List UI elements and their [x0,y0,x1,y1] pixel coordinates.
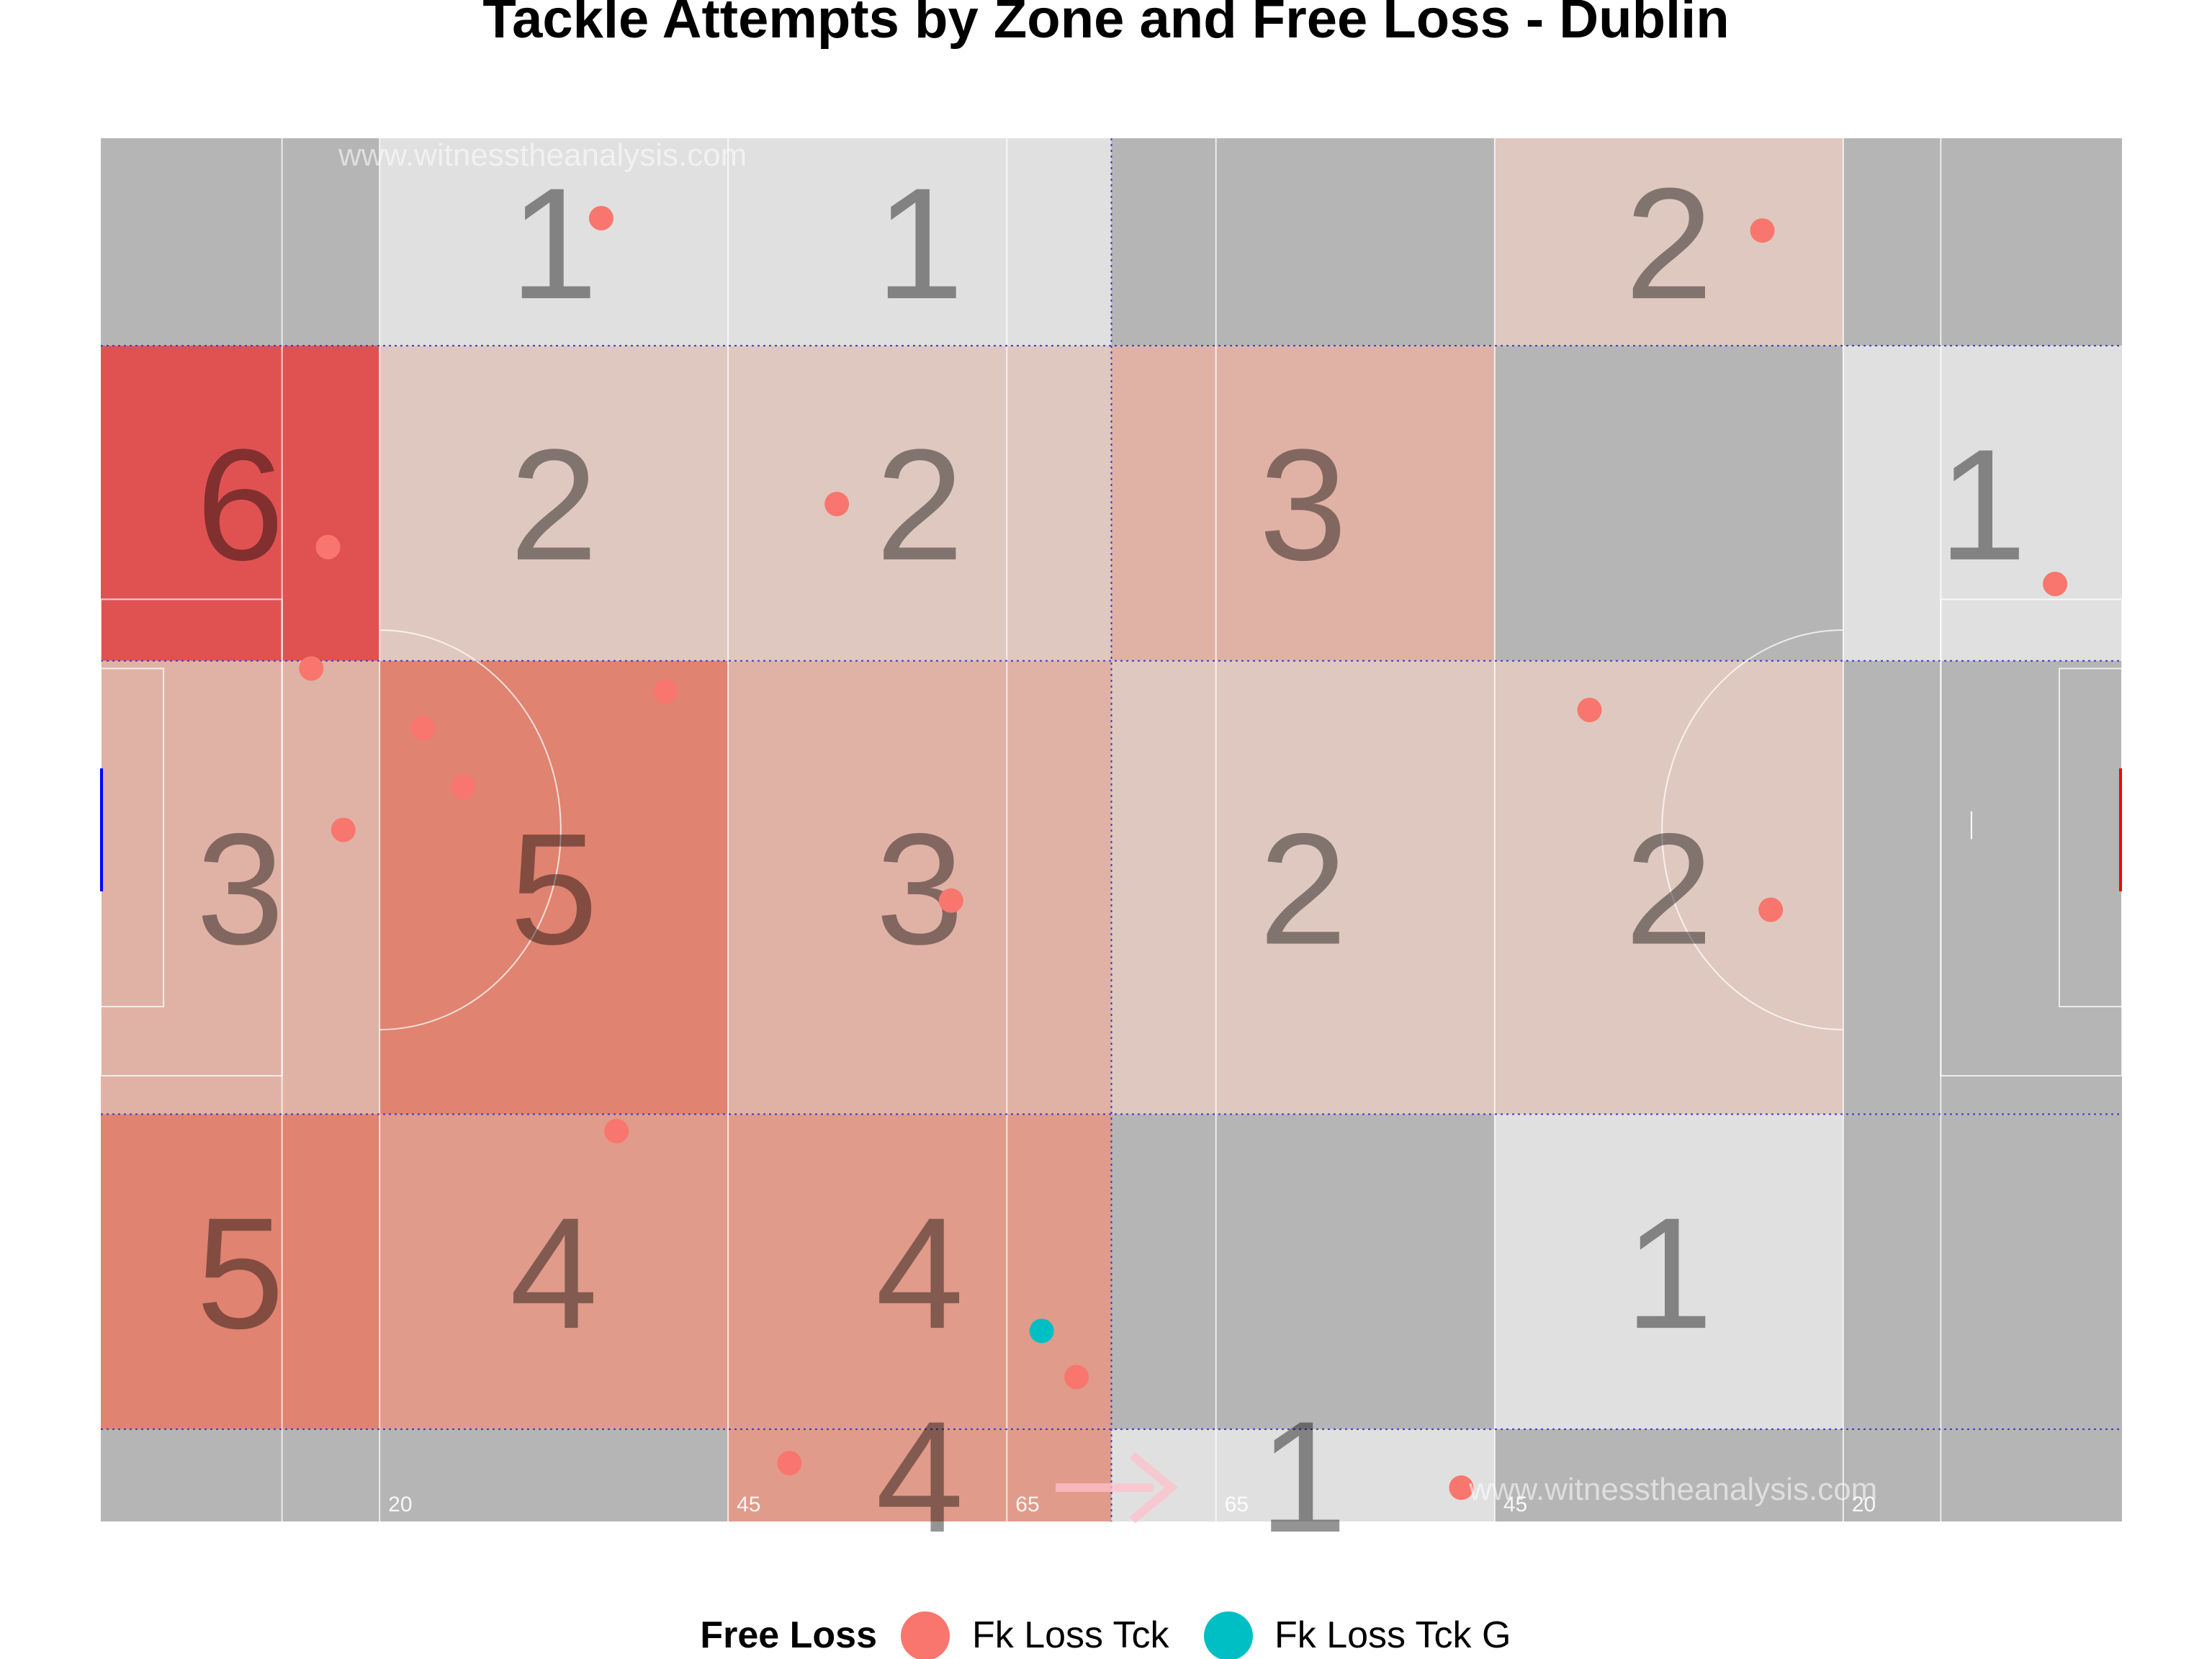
yard-label-3: 65 [1225,1493,1249,1516]
zone-r3-c5 [1843,1114,2122,1429]
tackle-point-4 [2043,571,2068,596]
zone-count-r1-c1: 2 [510,416,598,593]
yard-label-0: 20 [388,1493,412,1516]
zone-count-r3-c2: 4 [876,1184,963,1362]
tackle-point-5 [299,656,324,681]
zone-r0-c5 [1843,138,2122,346]
tackle-point-1 [1750,218,1775,243]
zone-count-r4-c3: 1 [1259,1388,1347,1565]
zone-r1-c5 [1843,346,2122,661]
zone-r0-c1 [379,138,729,346]
zone-count-r3-c1: 4 [510,1184,598,1362]
zone-count-r0-c1: 1 [510,155,598,332]
tackle-point-9 [451,774,476,799]
zone-r4-c4 [1494,1429,1843,1521]
zone-r0-c2 [728,138,1112,346]
tackle-point-14 [1029,1318,1054,1344]
zone-r1-c1 [379,346,729,661]
zone-r1-c3 [1111,346,1495,661]
tackle-point-16 [777,1450,802,1475]
zone-count-r3-c4: 1 [1625,1184,1713,1362]
tackle-point-8 [1577,698,1602,723]
tackle-point-10 [331,817,356,842]
zone-r2-c5 [1843,660,2122,1115]
legend-label-fk-loss-tck: Fk Loss Tck [972,1614,1170,1656]
tackle-point-6 [653,679,678,704]
zone-count-r2-c0: 3 [196,801,284,978]
tackle-point-3 [824,491,850,516]
zone-count-r2-c4: 2 [1625,801,1713,978]
zone-r4-c5 [1843,1429,2122,1521]
zone-counts: 1 1 26 2 2 3 13 5 3 2 25 4 4 14 1 [196,155,2026,1565]
yard-label-1: 45 [737,1493,760,1516]
d-arc-right [1661,629,1843,1030]
zone-r2-c2 [728,660,1112,1115]
legend-title: Free Loss [700,1614,877,1656]
legend-label-fk-loss-tck-g: Fk Loss Tck G [1274,1614,1511,1656]
zone-count-r0-c4: 2 [1625,155,1713,332]
zone-r3-c1 [379,1114,729,1429]
zone-count-r2-c1: 5 [510,801,598,978]
pitch-lines [100,138,2123,1524]
zone-r0-c4 [1494,138,1843,346]
zone-count-r3-c0: 5 [196,1184,284,1362]
zone-count-r1-c5: 1 [1938,416,2026,593]
yard-label-4: 45 [1503,1493,1527,1516]
zone-r2-c3 [1111,660,1495,1115]
zones-layer [101,138,2122,1521]
zone-r0-c3 [1111,138,1495,346]
zone-r4-c1 [379,1429,729,1521]
watermark-top: www.witnesstheanalysis.com [338,138,747,173]
chart-title: Tackle Attempts by Zone and Free Loss - … [482,0,1729,50]
tackle-point-12 [1758,897,1784,922]
tackle-points [299,205,2068,1501]
zone-r0-c0 [101,138,380,346]
zone-r4-c0 [101,1429,380,1521]
yard-labels: 20 45 65 65 45 20 [388,1493,1876,1516]
zone-count-r1-c3: 3 [1259,416,1347,593]
zone-count-r1-c0: 6 [196,416,284,593]
d-arc-left [379,629,562,1030]
zone-r4-c2 [728,1429,1112,1521]
tackle-point-15 [1064,1364,1089,1390]
direction-arrow-head [1129,1452,1179,1524]
zone-count-r0-c2: 1 [876,155,963,332]
tackle-point-17 [1449,1475,1474,1501]
legend-swatch-fk-loss-tck-g [1204,1611,1253,1659]
zone-r2-c0 [101,660,380,1115]
zone-r3-c4 [1494,1114,1843,1429]
yard-label-5: 20 [1852,1493,1876,1516]
tackle-point-0 [588,205,613,230]
legend: Free Loss Fk Loss Tck Fk Loss Tck G [700,1611,1511,1659]
zone-r3-c3 [1111,1114,1495,1429]
zone-r3-c0 [101,1114,380,1429]
legend-swatch-fk-loss-tck [901,1611,950,1659]
zone-count-r4-c2: 4 [876,1388,963,1565]
zone-r1-c4 [1494,346,1843,661]
yard-label-2: 65 [1015,1493,1039,1516]
tackle-point-13 [604,1118,629,1143]
watermark-bottom: www.witnesstheanalysis.com [1468,1472,1877,1507]
zone-r3-c2 [728,1114,1112,1429]
tackle-point-7 [410,716,436,741]
zone-count-r2-c3: 2 [1259,801,1347,978]
tackle-point-2 [315,534,341,559]
zone-count-r1-c2: 2 [876,416,963,593]
tackle-point-11 [938,888,963,913]
zone-r1-c0 [101,346,380,661]
zone-r4-c3 [1111,1429,1495,1521]
zone-r1-c2 [728,346,1112,661]
